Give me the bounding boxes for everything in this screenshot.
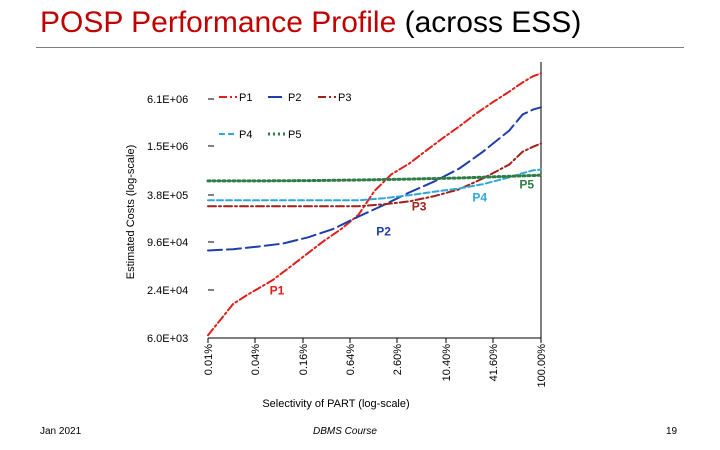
series-line-p4: [207, 168, 542, 202]
x-tick-label: 2.60%: [392, 344, 404, 375]
y-tick-label: 6.0E+03: [147, 333, 188, 345]
y-axis-label: Estimated Costs (log-scale): [125, 145, 137, 280]
y-tick-label: 6.1E+06: [147, 94, 188, 106]
footer-course: DBMS Course: [313, 426, 377, 437]
series-line-p2: [207, 106, 542, 252]
x-tick-label: 0.64%: [345, 344, 357, 375]
series-line-p5: [206, 173, 543, 183]
x-tick-label: 100.00%: [536, 344, 548, 388]
slide-title: POSP Performance Profile (across ESS): [40, 6, 581, 40]
x-tick-label: 41.60%: [488, 344, 500, 382]
annotation-p1: P1: [270, 284, 285, 298]
series-line-p3: [207, 142, 542, 208]
title-rule: [36, 47, 684, 48]
y-tick-label: 2.4E+04: [147, 285, 188, 297]
x-tick-label: 0.04%: [250, 344, 262, 375]
legend-label-p5: P5: [288, 129, 301, 141]
footer-date: Jan 2021: [40, 426, 82, 437]
y-tick-label: 9.6E+04: [147, 237, 188, 249]
legend-label-p1: P1: [239, 92, 252, 104]
annotation-p2: P2: [376, 225, 391, 239]
annotation-p4: P4: [472, 190, 487, 204]
x-tick-label: 0.16%: [298, 344, 310, 375]
footer-page-number: 19: [666, 426, 678, 437]
legend-label-p2: P2: [288, 92, 301, 104]
annotation-layer: P1 P2 P3 P4 P5: [270, 178, 535, 298]
series-line-p1: [207, 72, 542, 337]
legend-label-p3: P3: [338, 92, 351, 104]
legend-label-p4: P4: [239, 129, 252, 141]
x-tick-label: 0.01%: [203, 344, 215, 375]
title-suffix: (across ESS): [396, 6, 582, 39]
series-layer: [206, 72, 543, 337]
axes: 6.0E+03 2.4E+04 9.6E+04 3.8E+05 1.5E+06 6.1E+…: [125, 62, 548, 410]
annotation-p3: P3: [412, 199, 427, 213]
y-tick-label: 1.5E+06: [147, 141, 188, 153]
title-main: POSP Performance Profile: [40, 6, 397, 39]
x-axis-label: Selectivity of PART (log-scale): [262, 398, 409, 410]
y-tick-label: 3.8E+05: [147, 190, 188, 202]
legend: P1 P2 P3 P4 P5: [219, 92, 351, 141]
annotation-p5: P5: [519, 178, 534, 192]
x-tick-label: 10.40%: [441, 344, 453, 382]
